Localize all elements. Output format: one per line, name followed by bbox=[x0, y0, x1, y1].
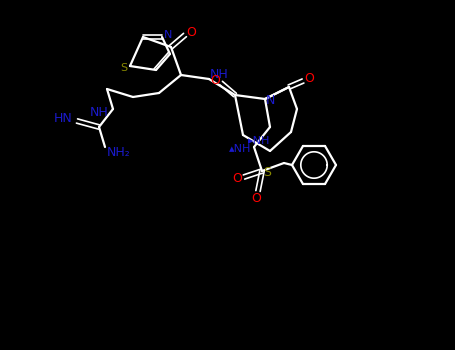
Text: N: N bbox=[265, 93, 275, 106]
Text: O: O bbox=[251, 193, 261, 205]
Text: NH₂: NH₂ bbox=[107, 147, 131, 160]
Text: O: O bbox=[210, 75, 220, 88]
Text: N: N bbox=[164, 30, 172, 40]
Text: HN: HN bbox=[54, 112, 72, 126]
Text: O: O bbox=[186, 27, 196, 40]
Text: NH: NH bbox=[90, 106, 108, 119]
Text: S: S bbox=[263, 167, 271, 180]
Text: ▸NH: ▸NH bbox=[248, 136, 270, 146]
Text: ▴NH: ▴NH bbox=[229, 144, 251, 154]
Text: O: O bbox=[232, 173, 242, 186]
Text: S: S bbox=[121, 63, 127, 73]
Text: O: O bbox=[304, 72, 314, 85]
Text: NH: NH bbox=[210, 69, 228, 82]
